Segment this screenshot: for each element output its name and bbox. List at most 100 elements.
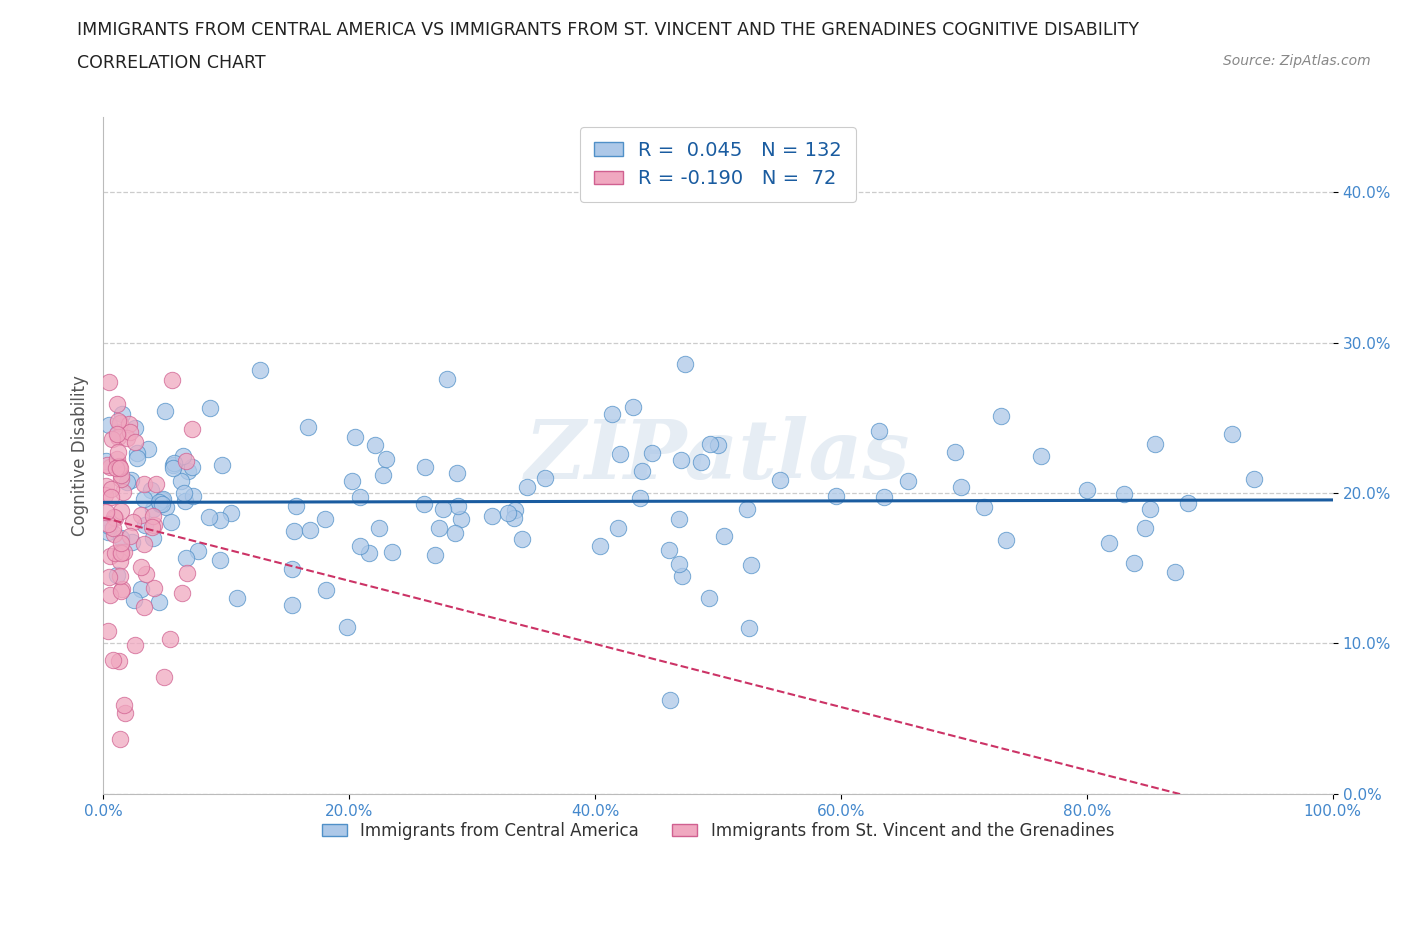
Point — [446, 465, 468, 480]
Point — [148, 594, 170, 609]
Point — [735, 501, 758, 516]
Text: CORRELATION CHART: CORRELATION CHART — [77, 54, 266, 72]
Point — [97, 623, 120, 638]
Point — [142, 509, 165, 524]
Point — [172, 585, 194, 600]
Point — [209, 513, 232, 528]
Point — [114, 545, 136, 560]
Point — [162, 458, 184, 472]
Point — [142, 581, 165, 596]
Point — [515, 480, 537, 495]
Point — [349, 490, 371, 505]
Text: IMMIGRANTS FROM CENTRAL AMERICA VS IMMIGRANTS FROM ST. VINCENT AND THE GRENADINE: IMMIGRANTS FROM CENTRAL AMERICA VS IMMIG… — [77, 21, 1139, 39]
Point — [110, 503, 132, 518]
Point — [142, 502, 165, 517]
Point — [162, 373, 184, 388]
Point — [160, 514, 183, 529]
Point — [503, 511, 526, 525]
Point — [96, 478, 118, 493]
Point — [141, 483, 163, 498]
Point — [447, 498, 470, 513]
Point — [97, 519, 120, 534]
Point — [100, 489, 122, 504]
Point — [659, 693, 682, 708]
Point — [363, 438, 385, 453]
Point — [117, 474, 139, 489]
Point — [103, 526, 125, 541]
Point — [172, 448, 194, 463]
Point — [187, 543, 209, 558]
Point — [668, 556, 690, 571]
Point — [481, 509, 503, 524]
Point — [973, 499, 995, 514]
Point — [107, 653, 129, 668]
Point — [429, 520, 451, 535]
Point — [107, 424, 129, 439]
Point — [1076, 482, 1098, 497]
Point — [98, 549, 121, 564]
Point — [177, 464, 200, 479]
Point — [707, 438, 730, 453]
Point — [181, 459, 204, 474]
Point — [125, 450, 148, 465]
Point — [132, 537, 155, 551]
Point — [173, 485, 195, 500]
Point — [141, 520, 163, 535]
Point — [124, 435, 146, 450]
Point — [98, 375, 121, 390]
Point — [124, 420, 146, 435]
Point — [713, 528, 735, 543]
Point — [621, 400, 644, 415]
Point — [873, 490, 896, 505]
Point — [589, 538, 612, 553]
Point — [699, 437, 721, 452]
Point — [107, 430, 129, 445]
Point — [281, 597, 304, 612]
Point — [496, 506, 519, 521]
Point — [105, 396, 128, 411]
Y-axis label: Cognitive Disability: Cognitive Disability — [72, 375, 89, 536]
Point — [100, 482, 122, 497]
Point — [340, 474, 363, 489]
Point — [174, 454, 197, 469]
Point — [208, 553, 231, 568]
Point — [124, 592, 146, 607]
Point — [349, 538, 371, 553]
Point — [336, 619, 359, 634]
Point — [533, 471, 555, 485]
Point — [110, 472, 132, 486]
Point — [98, 569, 121, 584]
Point — [108, 459, 131, 474]
Point — [155, 499, 177, 514]
Point — [111, 485, 134, 499]
Point — [108, 732, 131, 747]
Point — [104, 460, 127, 475]
Point — [104, 546, 127, 561]
Point — [176, 551, 198, 565]
Point — [450, 512, 472, 526]
Point — [690, 455, 713, 470]
Point — [425, 548, 447, 563]
Point — [1139, 502, 1161, 517]
Point — [606, 521, 628, 536]
Point — [505, 503, 527, 518]
Point — [1133, 520, 1156, 535]
Point — [110, 569, 132, 584]
Point — [1098, 536, 1121, 551]
Point — [107, 445, 129, 459]
Point — [219, 506, 242, 521]
Point — [110, 545, 132, 560]
Point — [995, 532, 1018, 547]
Point — [1163, 565, 1185, 580]
Point — [100, 459, 122, 474]
Point — [114, 705, 136, 720]
Point — [110, 468, 132, 483]
Point — [150, 493, 173, 508]
Point — [641, 445, 664, 460]
Point — [129, 559, 152, 574]
Point — [740, 558, 762, 573]
Point — [110, 553, 132, 568]
Point — [94, 488, 117, 503]
Point — [105, 451, 128, 466]
Point — [134, 518, 156, 533]
